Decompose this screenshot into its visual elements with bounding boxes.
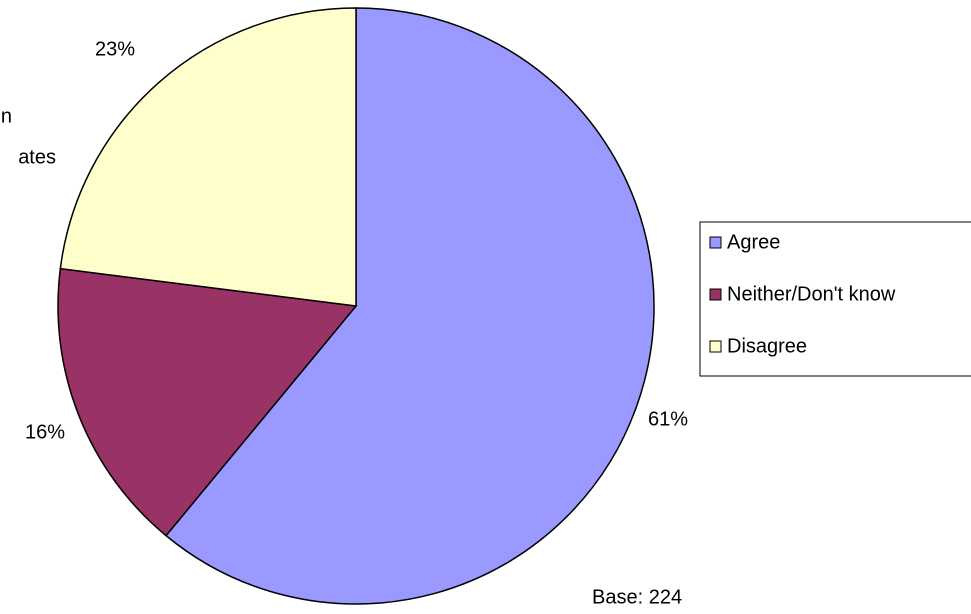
legend-label: Disagree [727,335,807,357]
legend-swatch [709,340,722,353]
data-label: 61% [648,408,688,430]
data-label: 23% [95,38,135,60]
legend-swatch [709,288,722,301]
title-fragment: ates [18,146,56,168]
title-fragment: n [1,105,12,127]
data-label: 16% [25,421,65,443]
legend-label: Neither/Don't know [727,283,896,305]
legend-box [699,221,971,377]
legend-swatch [709,236,722,249]
note: Base: 224 [592,586,682,608]
legend-label: Agree [727,231,780,253]
pie-slice [59,7,357,307]
pie-slice [57,267,358,537]
pie-slice [164,7,655,605]
